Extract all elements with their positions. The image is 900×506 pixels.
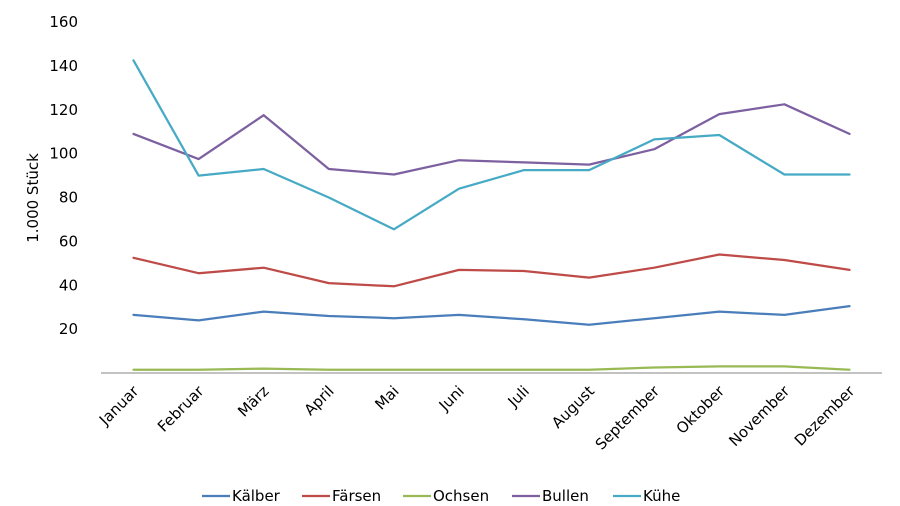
x-tick-label: Februar (154, 382, 208, 436)
y-tick-label: 20 (59, 320, 78, 338)
x-tick-label: November (725, 382, 793, 450)
x-tick-label: Juni (435, 382, 468, 415)
y-tick-label: 160 (49, 13, 78, 31)
y-tick-label: 60 (59, 232, 78, 250)
x-tick-label: Juli (504, 382, 533, 411)
legend-label: Ochsen (433, 487, 489, 505)
x-tick-label: August (548, 382, 598, 432)
series-line-4 (132, 103, 851, 176)
x-tick-label: März (234, 382, 272, 420)
y-axis-ticks: 20 40 60 80 100 120 140 160 (49, 13, 78, 338)
series-lines (132, 59, 851, 371)
y-axis-title: 1.000 Stück (24, 153, 42, 243)
legend-label: Kälber (232, 487, 281, 505)
x-tick-label: Januar (95, 382, 143, 430)
series-line-5 (132, 59, 851, 231)
y-tick-label: 40 (59, 276, 78, 294)
y-tick-label: 120 (49, 101, 78, 119)
x-tick-label: September (592, 382, 664, 454)
x-tick-label: Mai (371, 382, 402, 413)
legend: Kälber Färsen Ochsen Bullen Kühe (202, 487, 680, 505)
y-tick-label: 140 (49, 57, 78, 75)
x-tick-label: April (301, 382, 338, 419)
series-line-2 (132, 253, 851, 288)
y-tick-label: 80 (59, 189, 78, 207)
series-line-3 (132, 365, 851, 371)
x-axis-ticks: Januar Februar März April Mai Juni Juli AugustS… (95, 382, 859, 454)
x-tick-label: Oktober (673, 382, 729, 438)
x-tick-label: Dezember (791, 382, 859, 450)
series-line-1 (132, 304, 851, 326)
legend-label: Färsen (332, 487, 381, 505)
legend-label: Bullen (542, 487, 589, 505)
y-tick-label: 100 (49, 145, 78, 163)
legend-label: Kühe (643, 487, 680, 505)
